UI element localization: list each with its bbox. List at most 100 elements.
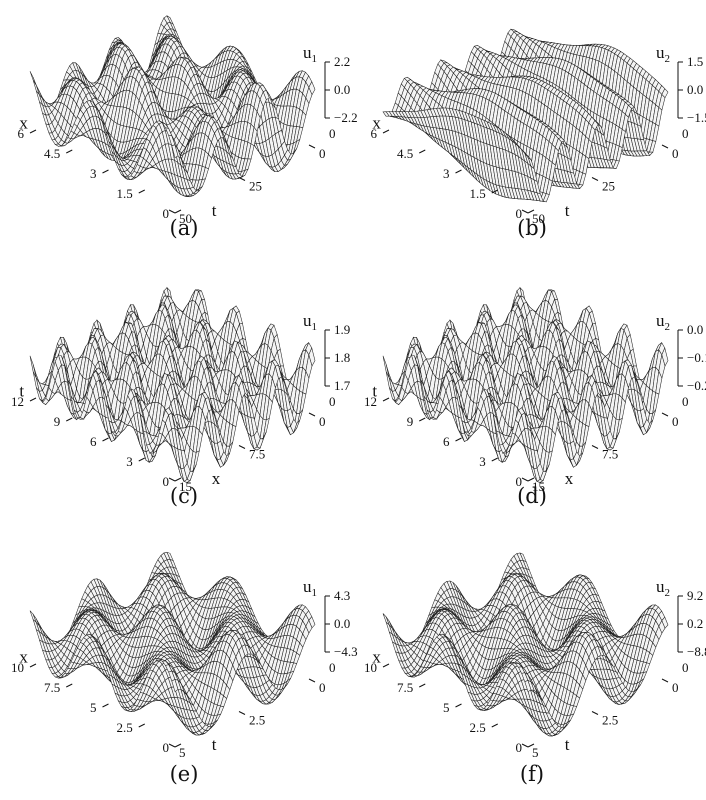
panel-a: 6 4.5 3 1.5 0 x 50 25 0 t 2.2 0.0 −2.2 u1 0 [0,0,358,266]
panel-b: 6 4.5 3 1.5 0 x 50 25 0 t 1.5 0.0 −1.5 u2 0 [353,0,706,266]
left-axis-label-a: x [19,114,28,133]
left-axis-tick-label-a: 0 [163,206,170,221]
right-axis-tick-b [661,144,669,149]
left-axis-tick-label-e: 10 [11,660,24,675]
left-axis-tick-e [66,683,73,688]
left-axis-tick-b [419,149,426,154]
right-axis-tick-label-f: 2.5 [602,713,618,728]
surface-mesh-e [29,551,316,736]
surface-plot-c: 12 9 6 3 0 t 15 7.5 0 x 1.9 1.8 1.7 u1 0 [11,286,351,494]
right-axis-tick-label-f: 5 [532,745,539,760]
left-axis-tick-d [419,417,426,422]
left-axis-tick-e [102,703,109,708]
left-axis-tick-label-b: 0 [516,206,523,221]
z-axis-tick-label-b: 1.5 [687,54,703,69]
z-axis-tick-label-c: 1.7 [334,378,351,393]
axis-origin-label-e: 0 [329,660,336,675]
left-axis-tick-c [102,437,109,442]
right-axis-tick-label-e: 2.5 [249,713,265,728]
left-axis-tick-label-e: 7.5 [44,680,60,695]
right-axis-tick-c [238,445,246,449]
z-axis-f [677,595,683,653]
right-axis-label-c: x [212,469,221,488]
right-axis-tick-label-e: 0 [319,680,326,695]
axis-origin-label-f: 0 [682,660,689,675]
left-axis-tick-label-d: 0 [516,474,523,489]
right-axis-tick-d [521,477,529,482]
left-axis-tick-label-c: 0 [163,474,170,489]
z-axis-e [324,595,330,653]
z-axis-tick-label-f: 0.2 [687,616,703,631]
left-axis-tick-label-c: 6 [90,434,97,449]
surface-mesh-f [382,552,669,737]
left-axis-tick-d [527,477,535,482]
caption-c: (c) [169,484,199,508]
left-axis-tick-f [382,663,390,668]
right-axis-tick-b [521,209,529,214]
left-axis-tick-e [174,743,182,748]
right-axis-tick-a [308,144,316,149]
right-axis-tick-label-c: 0 [319,414,326,429]
surface-mesh-c [29,286,316,484]
right-axis-tick-a [238,177,246,181]
z-axis-label-subscript-f: 2 [665,587,671,599]
right-axis-label-a: t [212,201,217,220]
z-axis-label-f: u2 [656,577,670,599]
surface-plot-a: 6 4.5 3 1.5 0 x 50 25 0 t 2.2 0.0 −2.2 u1 0 [18,15,358,226]
left-axis-tick-label-e: 0 [163,740,170,755]
right-axis-tick-label-d: 7.5 [602,447,618,462]
right-axis-tick-label-b: 50 [532,211,545,226]
surface-plot-e: 10 7.5 5 2.5 0 x 5 2.5 0 t 4.3 0.0 −4.3 u1 0 [11,551,358,760]
right-axis-tick-label-d: 0 [672,414,679,429]
axis-origin-label-c: 0 [329,394,336,409]
panel-d: 12 9 6 3 0 t 15 7.5 0 x 0.0 −0.1 −0.2 u2 0 [353,268,706,534]
left-axis-tick-f [455,703,462,708]
z-axis-tick-label-d: −0.1 [687,350,706,365]
left-axis-tick-label-d: 12 [364,394,377,409]
z-axis-tick-label-c: 1.8 [334,350,350,365]
z-axis-b [677,61,683,119]
left-axis-tick-f [419,683,426,688]
left-axis-tick-label-d: 6 [443,434,450,449]
z-axis-tick-label-d: 0.0 [687,322,703,337]
right-axis-tick-d [661,412,669,417]
left-axis-tick-label-e: 5 [90,700,97,715]
left-axis-label-b: x [372,114,381,133]
right-axis-tick-f [521,743,529,748]
left-axis-tick-d [382,397,390,402]
z-axis-tick-label-e: −4.3 [334,644,358,659]
right-axis-label-d: x [565,469,574,488]
panel-f: 10 7.5 5 2.5 0 x 5 2.5 0 t 9.2 0.2 −8.8 u2 0 [353,534,706,800]
z-axis-label-subscript-b: 2 [665,53,671,65]
caption-a: (a) [169,216,199,240]
left-axis-tick-f [527,743,535,748]
left-axis-tick-c [174,477,182,482]
z-axis-tick-label-e: 4.3 [334,588,350,603]
right-axis-tick-label-c: 7.5 [249,447,265,462]
left-axis-tick-label-c: 3 [126,454,133,469]
left-axis-tick-a [174,209,182,214]
z-axis-tick-label-f: 9.2 [687,588,703,603]
z-axis-c [324,329,330,387]
left-axis-label-c: t [19,382,24,401]
left-axis-tick-label-f: 10 [364,660,377,675]
left-axis-tick-b [491,189,498,194]
left-axis-tick-label-f: 7.5 [397,680,413,695]
left-axis-tick-label-a: 6 [18,126,25,141]
left-axis-tick-label-a: 1.5 [117,186,133,201]
left-axis-tick-label-c: 9 [54,414,61,429]
right-axis-tick-label-a: 25 [249,179,262,194]
left-axis-tick-c [66,417,73,422]
left-axis-tick-label-b: 1.5 [470,186,486,201]
z-axis-label-subscript-a: 1 [312,53,318,65]
right-axis-tick-label-e: 5 [179,745,186,760]
panel-e: 10 7.5 5 2.5 0 x 5 2.5 0 t 4.3 0.0 −4.3 u1 0 [0,534,358,800]
z-axis-tick-label-b: 0.0 [687,82,703,97]
z-axis-tick-label-f: −8.8 [687,644,706,659]
left-axis-tick-label-d: 3 [479,454,486,469]
left-axis-tick-a [66,149,73,154]
z-axis-label-b: u2 [656,43,670,65]
right-axis-tick-e [168,743,176,748]
left-axis-tick-label-f: 5 [443,700,450,715]
left-axis-tick-e [138,723,145,728]
